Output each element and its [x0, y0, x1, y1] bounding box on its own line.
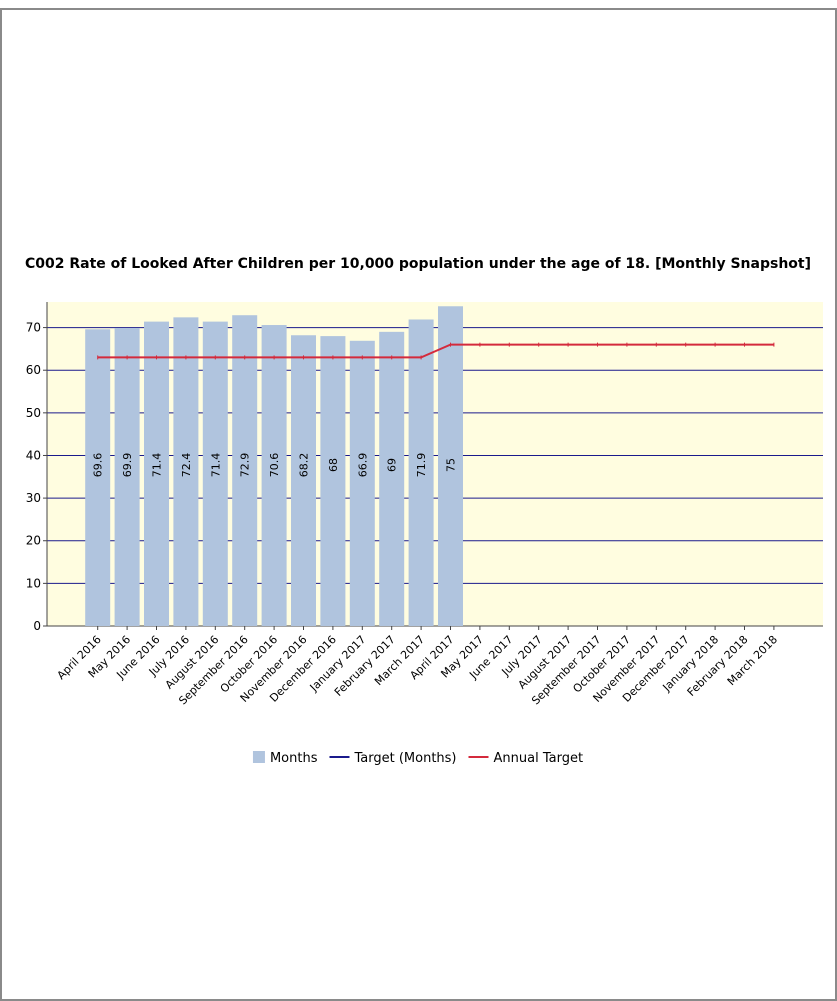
data-label: 69.9	[121, 453, 134, 478]
bar	[85, 329, 111, 626]
legend-label: Target (Months)	[353, 751, 456, 766]
y-tick-label: 70	[26, 321, 41, 335]
bar	[438, 306, 463, 626]
bar	[173, 317, 199, 626]
y-tick-label: 30	[26, 491, 41, 505]
data-label: 70.6	[268, 453, 281, 478]
data-label: 71.4	[209, 453, 222, 478]
chart-title: C002 Rate of Looked After Children per 1…	[25, 256, 811, 272]
line	[97, 343, 774, 359]
bar	[320, 336, 346, 626]
data-label: 71.4	[151, 453, 164, 478]
bar	[144, 321, 169, 626]
data-label: 72.9	[239, 453, 252, 478]
legend: Months Target (Months) Annual Target	[252, 751, 584, 766]
data-label: 75	[445, 458, 458, 472]
bar	[261, 325, 287, 626]
data-label: 72.4	[180, 453, 193, 478]
data-label: 71.9	[415, 453, 428, 478]
data-label: 69	[386, 458, 399, 472]
data-label: 68	[327, 458, 340, 472]
bar	[349, 340, 375, 626]
legend-label: Months	[270, 751, 318, 766]
legend-swatch	[252, 751, 265, 763]
bar	[202, 321, 228, 626]
bar	[379, 331, 405, 626]
y-tick-label: 60	[26, 363, 41, 377]
y-tick-label: 40	[26, 448, 41, 462]
y-tick-label: 10	[26, 576, 41, 590]
y-tick-label: 50	[26, 406, 41, 420]
legend-label: Annual Target	[494, 751, 584, 766]
data-label: 68.2	[298, 453, 311, 478]
bar	[408, 319, 434, 626]
y-tick-label: 0	[33, 619, 41, 633]
y-tick-label: 20	[26, 534, 41, 548]
data-label: 69.6	[92, 453, 105, 478]
data-label: 66.9	[356, 453, 369, 478]
bar	[291, 335, 316, 626]
bar	[114, 328, 140, 626]
bar	[232, 315, 258, 626]
